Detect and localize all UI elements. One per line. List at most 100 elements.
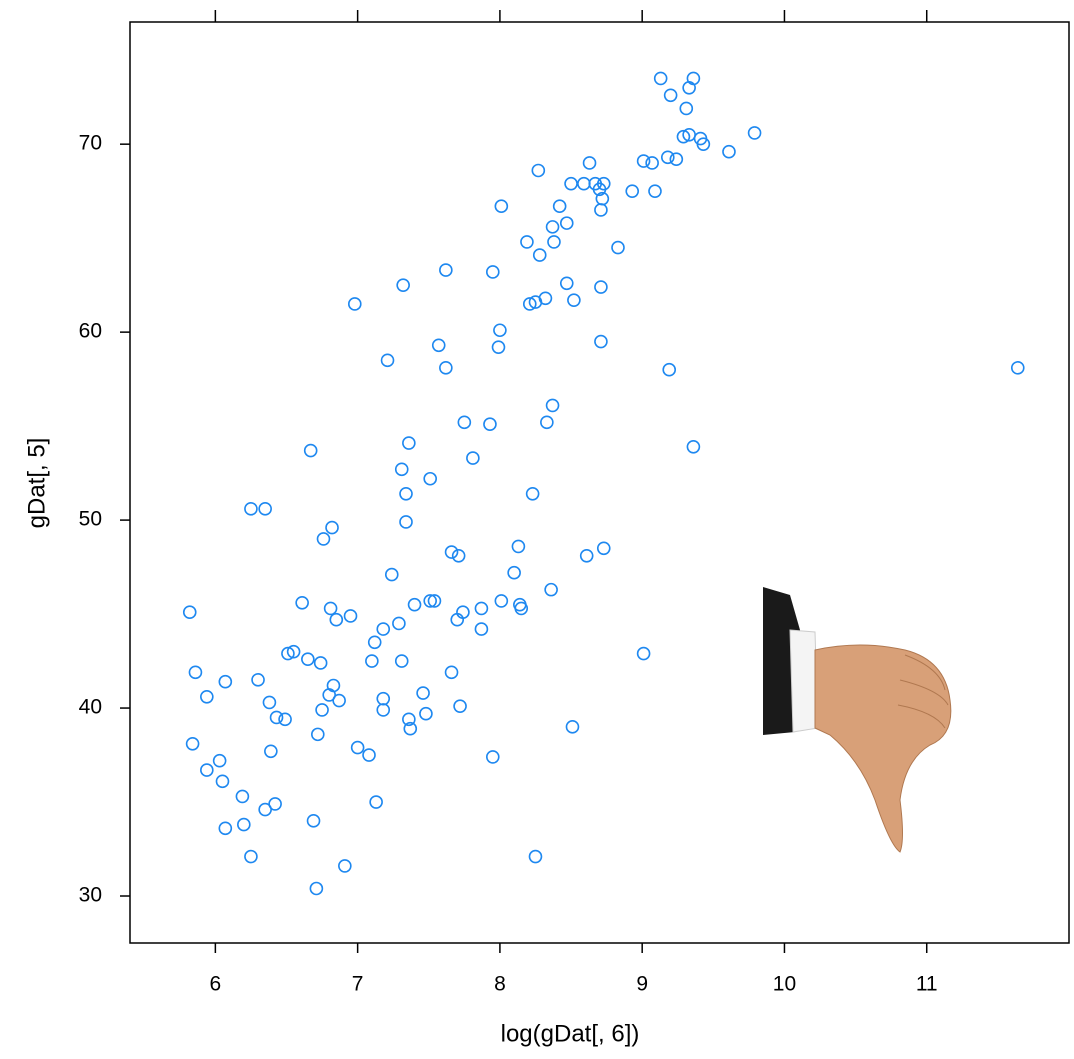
point xyxy=(540,415,554,430)
point xyxy=(313,656,328,670)
point xyxy=(559,276,574,291)
point xyxy=(559,216,574,230)
point xyxy=(338,859,352,873)
point xyxy=(394,462,409,477)
point xyxy=(281,646,295,661)
point xyxy=(322,688,336,702)
point xyxy=(722,144,736,159)
point xyxy=(579,549,594,563)
point xyxy=(384,567,399,582)
point xyxy=(439,263,453,277)
point xyxy=(200,763,214,777)
point xyxy=(520,235,534,249)
point xyxy=(244,849,258,864)
point xyxy=(507,565,521,580)
point xyxy=(493,323,507,338)
point xyxy=(466,451,480,465)
point xyxy=(653,71,668,86)
point xyxy=(525,486,540,501)
point xyxy=(325,520,339,535)
point xyxy=(531,163,546,178)
point xyxy=(402,712,416,727)
point xyxy=(494,594,509,608)
x-tick-label: 6 xyxy=(210,973,222,996)
point xyxy=(376,691,391,706)
point xyxy=(365,654,379,668)
point xyxy=(552,199,567,213)
point xyxy=(278,712,292,727)
point xyxy=(399,486,413,501)
point xyxy=(218,674,233,689)
point xyxy=(431,338,446,353)
point xyxy=(545,220,560,234)
point xyxy=(237,817,251,832)
point xyxy=(474,601,489,616)
point xyxy=(648,184,662,198)
point xyxy=(547,235,561,249)
point xyxy=(663,88,678,103)
point xyxy=(491,340,506,354)
point xyxy=(419,706,433,721)
point xyxy=(262,695,277,710)
point xyxy=(376,622,391,636)
point xyxy=(457,415,472,430)
point xyxy=(453,699,467,713)
point xyxy=(564,176,578,191)
point xyxy=(212,753,227,768)
point xyxy=(565,720,580,734)
point xyxy=(594,203,608,217)
y-tick-label: 30 xyxy=(79,884,102,907)
point xyxy=(394,654,409,668)
point xyxy=(399,515,413,529)
point xyxy=(323,601,338,616)
point xyxy=(309,881,324,896)
point xyxy=(306,814,321,828)
point xyxy=(188,665,203,680)
point xyxy=(185,736,200,751)
point xyxy=(450,612,465,627)
point xyxy=(403,721,418,736)
x-tick-label: 9 xyxy=(636,973,648,996)
point xyxy=(522,297,537,311)
point xyxy=(200,689,214,704)
point xyxy=(451,549,466,563)
point xyxy=(392,616,406,631)
point xyxy=(182,605,197,619)
point xyxy=(268,797,282,811)
point xyxy=(1010,361,1025,375)
point xyxy=(662,362,677,377)
point xyxy=(660,150,675,165)
plot-frame xyxy=(129,21,1070,944)
point xyxy=(594,280,608,294)
point xyxy=(369,795,383,809)
x-tick-label: 11 xyxy=(916,973,938,996)
point xyxy=(350,740,365,755)
point xyxy=(682,80,696,95)
point xyxy=(332,693,346,708)
point xyxy=(696,137,711,151)
point xyxy=(286,644,301,659)
thumbs-down-image xyxy=(763,587,952,853)
point xyxy=(218,821,233,836)
point xyxy=(567,293,581,307)
y-axis-title: gDat[, 5] xyxy=(23,438,50,529)
point xyxy=(264,744,278,759)
point xyxy=(301,652,315,666)
point xyxy=(376,703,391,717)
point xyxy=(367,635,382,650)
point xyxy=(528,849,543,864)
point xyxy=(380,353,395,368)
point xyxy=(258,802,272,817)
point xyxy=(244,502,258,516)
point xyxy=(407,597,422,612)
x-tick-label: 10 xyxy=(773,973,796,996)
point xyxy=(235,789,250,804)
y-tick-label: 60 xyxy=(79,320,102,343)
point xyxy=(343,609,358,623)
point xyxy=(679,101,694,116)
point xyxy=(444,665,459,680)
point xyxy=(474,622,489,636)
point xyxy=(316,532,331,546)
